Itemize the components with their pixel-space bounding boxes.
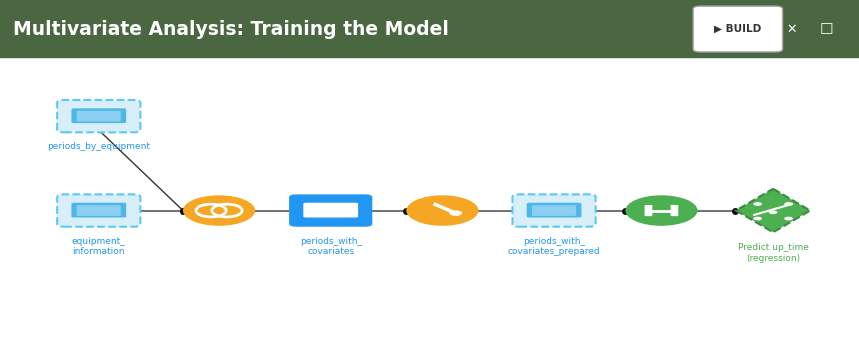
FancyBboxPatch shape <box>0 0 859 58</box>
Circle shape <box>769 211 777 214</box>
FancyBboxPatch shape <box>76 205 121 216</box>
FancyBboxPatch shape <box>72 204 95 209</box>
Circle shape <box>753 217 762 220</box>
Text: periods_with_
covariates_prepared: periods_with_ covariates_prepared <box>508 237 600 256</box>
FancyBboxPatch shape <box>693 6 783 52</box>
Polygon shape <box>736 189 810 232</box>
Text: periods_by_equipment: periods_by_equipment <box>47 142 150 151</box>
Circle shape <box>625 195 698 226</box>
Text: periods_with_
covariates: periods_with_ covariates <box>300 237 362 256</box>
Circle shape <box>406 195 478 226</box>
Circle shape <box>753 202 762 206</box>
Text: ✕: ✕ <box>787 23 797 36</box>
FancyBboxPatch shape <box>671 205 679 216</box>
FancyBboxPatch shape <box>72 110 95 114</box>
FancyBboxPatch shape <box>513 194 595 227</box>
Circle shape <box>784 202 793 206</box>
Text: equipment_
information: equipment_ information <box>72 237 125 256</box>
Circle shape <box>183 195 255 226</box>
FancyBboxPatch shape <box>532 205 576 216</box>
Circle shape <box>449 211 462 216</box>
FancyBboxPatch shape <box>308 205 353 216</box>
FancyBboxPatch shape <box>527 204 551 209</box>
FancyBboxPatch shape <box>58 194 140 227</box>
FancyBboxPatch shape <box>644 205 652 216</box>
Text: Multivariate Analysis: Training the Model: Multivariate Analysis: Training the Mode… <box>13 20 448 38</box>
FancyBboxPatch shape <box>76 111 121 122</box>
FancyBboxPatch shape <box>527 203 582 217</box>
FancyBboxPatch shape <box>289 194 372 227</box>
FancyBboxPatch shape <box>303 203 358 217</box>
FancyBboxPatch shape <box>304 204 327 209</box>
FancyBboxPatch shape <box>71 108 126 123</box>
FancyBboxPatch shape <box>58 100 140 132</box>
Text: ▶ BUILD: ▶ BUILD <box>714 24 762 34</box>
Circle shape <box>784 217 793 220</box>
Text: Predict up_time
(regression): Predict up_time (regression) <box>738 243 808 262</box>
Text: ☐: ☐ <box>819 21 833 37</box>
FancyBboxPatch shape <box>71 203 126 217</box>
